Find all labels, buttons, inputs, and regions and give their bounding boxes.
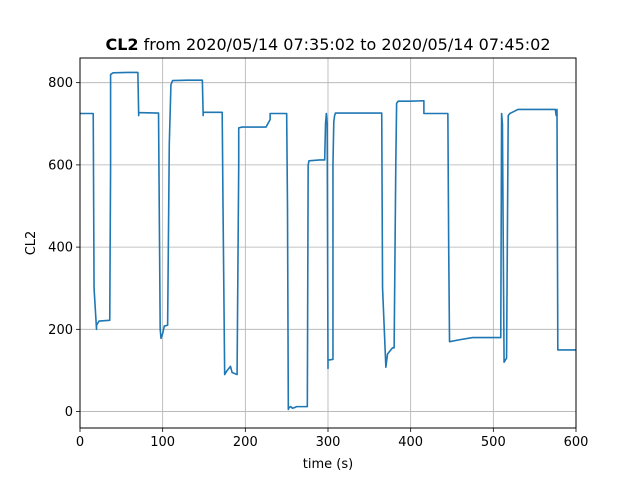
x-tick-label: 500: [481, 435, 506, 450]
chart-title-bold: CL2: [105, 35, 138, 54]
x-tick-label: 600: [564, 435, 589, 450]
x-tick-label: 200: [233, 435, 258, 450]
chart-title: CL2 from 2020/05/14 07:35:02 to 2020/05/…: [105, 35, 550, 54]
y-tick-label: 800: [48, 76, 73, 91]
x-tick-label: 100: [150, 435, 175, 450]
y-axis-label: CL2: [24, 231, 39, 256]
y-tick-label: 0: [65, 405, 73, 420]
y-tick-label: 600: [48, 158, 73, 173]
y-tick-label: 400: [48, 241, 73, 256]
y-axis-ticks: 0 200 400 600 800: [48, 76, 80, 420]
chart-title-rest: from 2020/05/14 07:35:02 to 2020/05/14 0…: [139, 35, 551, 54]
x-tick-label: 300: [316, 435, 341, 450]
x-tick-label: 400: [398, 435, 423, 450]
x-tick-label: 0: [76, 435, 84, 450]
y-tick-label: 200: [48, 323, 73, 338]
x-axis-ticks: 0 100 200 300 400 500 600: [76, 428, 589, 450]
x-axis-label: time (s): [303, 457, 353, 472]
series-line-cl2: [80, 71, 576, 411]
